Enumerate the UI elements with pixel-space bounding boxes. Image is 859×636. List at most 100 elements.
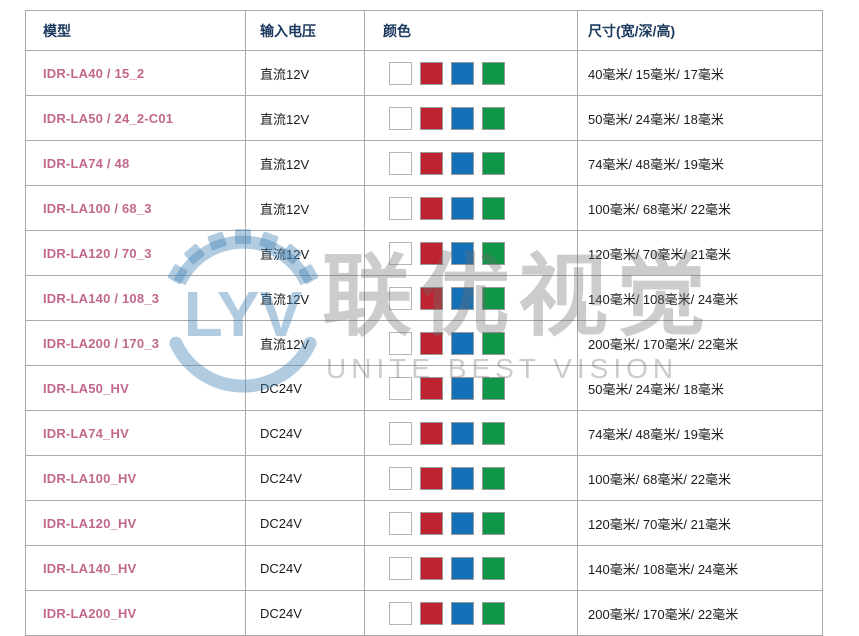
model-link[interactable]: IDR-LA200 / 170_3	[43, 335, 160, 351]
colors-cell	[364, 500, 578, 546]
model-link[interactable]: IDR-LA100_HV	[43, 470, 137, 486]
color-swatch-green	[482, 376, 505, 400]
size-cell: 100毫米/ 68毫米/ 22毫米	[577, 185, 823, 231]
colors-cell	[364, 230, 578, 276]
model-link[interactable]: IDR-LA74_HV	[43, 425, 129, 441]
col-header-size: 尺寸(宽/深/高)	[577, 10, 823, 51]
table-row: IDR-LA50_HV DC24V 50毫米/ 24毫米/ 18毫米	[25, 365, 823, 411]
color-swatch-red	[420, 241, 443, 265]
color-swatch-white	[389, 556, 412, 580]
size-cell: 140毫米/ 108毫米/ 24毫米	[577, 545, 823, 591]
model-cell: IDR-LA120_HV	[25, 500, 246, 546]
size-cell: 40毫米/ 15毫米/ 17毫米	[577, 50, 823, 96]
model-link[interactable]: IDR-LA50_HV	[43, 380, 129, 396]
model-link[interactable]: IDR-LA50 / 24_2-C01	[43, 110, 174, 126]
color-swatch-white	[389, 421, 412, 445]
model-link[interactable]: IDR-LA40 / 15_2	[43, 65, 145, 81]
color-swatch-blue	[451, 466, 474, 490]
model-cell: IDR-LA100 / 68_3	[25, 185, 246, 231]
voltage-cell: 直流12V	[245, 95, 365, 141]
voltage-cell: DC24V	[245, 500, 365, 546]
product-spec-table: 模型 输入电压 颜色 尺寸(宽/深/高) IDR-LA40 / 15_2 直流1…	[25, 10, 823, 636]
color-swatch-red	[420, 106, 443, 130]
color-swatch-blue	[451, 241, 474, 265]
model-link[interactable]: IDR-LA140 / 108_3	[43, 290, 160, 306]
model-link[interactable]: IDR-LA140_HV	[43, 560, 137, 576]
voltage-cell: DC24V	[245, 590, 365, 636]
color-swatch-green	[482, 241, 505, 265]
model-cell: IDR-LA74_HV	[25, 410, 246, 456]
color-swatch-green	[482, 466, 505, 490]
size-cell: 200毫米/ 170毫米/ 22毫米	[577, 320, 823, 366]
colors-cell	[364, 590, 578, 636]
table-row: IDR-LA100 / 68_3 直流12V 100毫米/ 68毫米/ 22毫米	[25, 185, 823, 231]
model-cell: IDR-LA140_HV	[25, 545, 246, 591]
table-row: IDR-LA140_HV DC24V 140毫米/ 108毫米/ 24毫米	[25, 545, 823, 591]
colors-cell	[364, 545, 578, 591]
color-swatch-green	[482, 61, 505, 85]
table-row: IDR-LA200 / 170_3 直流12V 200毫米/ 170毫米/ 22…	[25, 320, 823, 366]
model-cell: IDR-LA200_HV	[25, 590, 246, 636]
color-swatch-red	[420, 286, 443, 310]
color-swatch-red	[420, 331, 443, 355]
model-link[interactable]: IDR-LA100 / 68_3	[43, 200, 152, 216]
model-link[interactable]: IDR-LA74 / 48	[43, 155, 130, 171]
colors-cell	[364, 455, 578, 501]
table-row: IDR-LA40 / 15_2 直流12V 40毫米/ 15毫米/ 17毫米	[25, 50, 823, 96]
model-cell: IDR-LA50 / 24_2-C01	[25, 95, 246, 141]
model-link[interactable]: IDR-LA120 / 70_3	[43, 245, 152, 261]
color-swatch-green	[482, 196, 505, 220]
color-swatch-green	[482, 421, 505, 445]
color-swatch-blue	[451, 61, 474, 85]
color-swatch-green	[482, 331, 505, 355]
size-cell: 74毫米/ 48毫米/ 19毫米	[577, 410, 823, 456]
color-swatch-blue	[451, 151, 474, 175]
table-row: IDR-LA74 / 48 直流12V 74毫米/ 48毫米/ 19毫米	[25, 140, 823, 186]
model-cell: IDR-LA40 / 15_2	[25, 50, 246, 96]
voltage-cell: 直流12V	[245, 230, 365, 276]
color-swatch-blue	[451, 196, 474, 220]
color-swatch-white	[389, 331, 412, 355]
size-cell: 74毫米/ 48毫米/ 19毫米	[577, 140, 823, 186]
model-link[interactable]: IDR-LA200_HV	[43, 605, 137, 621]
size-cell: 120毫米/ 70毫米/ 21毫米	[577, 500, 823, 546]
colors-cell	[364, 365, 578, 411]
color-swatch-red	[420, 511, 443, 535]
color-swatch-red	[420, 61, 443, 85]
model-link[interactable]: IDR-LA120_HV	[43, 515, 137, 531]
color-swatch-green	[482, 106, 505, 130]
model-cell: IDR-LA50_HV	[25, 365, 246, 411]
voltage-cell: 直流12V	[245, 275, 365, 321]
voltage-cell: 直流12V	[245, 140, 365, 186]
colors-cell	[364, 95, 578, 141]
colors-cell	[364, 140, 578, 186]
col-header-voltage: 输入电压	[245, 10, 365, 51]
color-swatch-green	[482, 601, 505, 625]
color-swatch-green	[482, 286, 505, 310]
table-row: IDR-LA50 / 24_2-C01 直流12V 50毫米/ 24毫米/ 18…	[25, 95, 823, 141]
color-swatch-red	[420, 151, 443, 175]
table-row: IDR-LA200_HV DC24V 200毫米/ 170毫米/ 22毫米	[25, 590, 823, 636]
size-cell: 50毫米/ 24毫米/ 18毫米	[577, 365, 823, 411]
model-cell: IDR-LA120 / 70_3	[25, 230, 246, 276]
col-header-model: 模型	[25, 10, 246, 51]
color-swatch-white	[389, 511, 412, 535]
size-cell: 100毫米/ 68毫米/ 22毫米	[577, 455, 823, 501]
color-swatch-green	[482, 151, 505, 175]
voltage-cell: DC24V	[245, 410, 365, 456]
color-swatch-blue	[451, 106, 474, 130]
size-cell: 200毫米/ 170毫米/ 22毫米	[577, 590, 823, 636]
color-swatch-blue	[451, 376, 474, 400]
colors-cell	[364, 275, 578, 321]
color-swatch-blue	[451, 601, 474, 625]
size-cell: 50毫米/ 24毫米/ 18毫米	[577, 95, 823, 141]
color-swatch-blue	[451, 556, 474, 580]
color-swatch-white	[389, 106, 412, 130]
voltage-cell: DC24V	[245, 365, 365, 411]
color-swatch-red	[420, 466, 443, 490]
color-swatch-red	[420, 556, 443, 580]
table-row: IDR-LA100_HV DC24V 100毫米/ 68毫米/ 22毫米	[25, 455, 823, 501]
model-cell: IDR-LA100_HV	[25, 455, 246, 501]
model-cell: IDR-LA74 / 48	[25, 140, 246, 186]
voltage-cell: 直流12V	[245, 320, 365, 366]
